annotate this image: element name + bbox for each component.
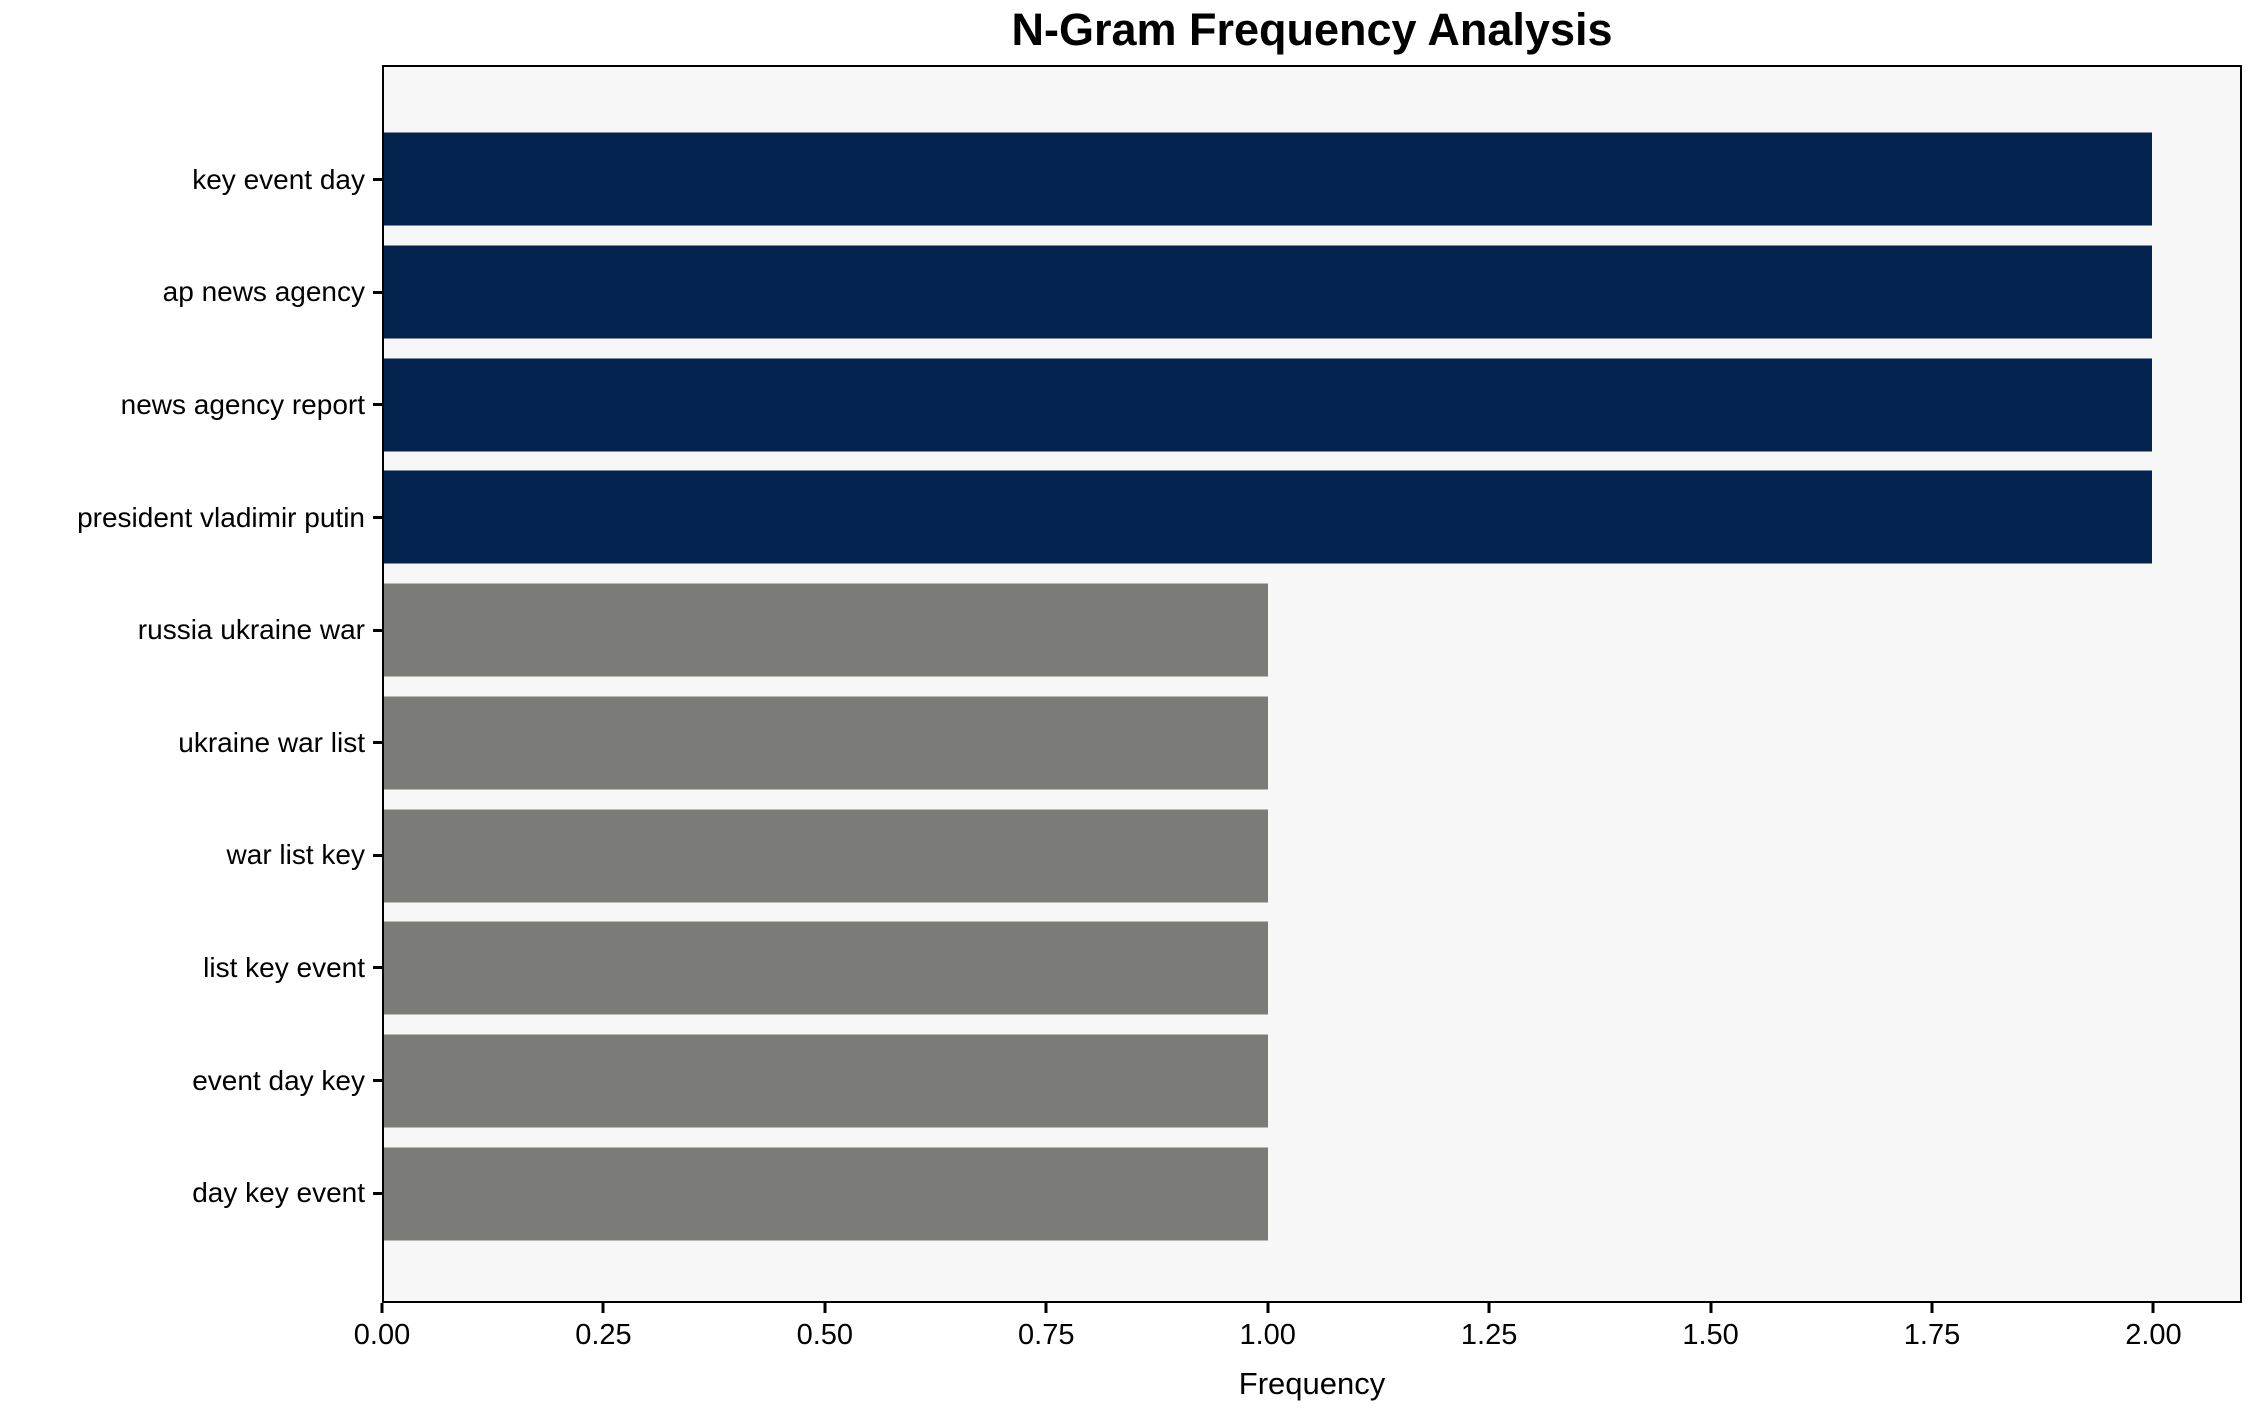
y-row: war list key — [0, 799, 382, 912]
bar — [384, 132, 2152, 226]
x-tick-label: 1.75 — [1903, 1319, 1961, 1351]
y-tick-mark — [373, 403, 382, 407]
y-row: ukraine war list — [0, 686, 382, 799]
chart-title: N-Gram Frequency Analysis — [1011, 4, 1613, 55]
bar-row — [384, 912, 2240, 1025]
bar — [384, 245, 2152, 339]
bar — [384, 1147, 1268, 1241]
bar — [384, 470, 2152, 564]
y-axis-label: event day key — [192, 1064, 365, 1096]
plot-area — [382, 65, 2242, 1303]
y-axis-label: ukraine war list — [178, 726, 365, 758]
y-tick-mark — [373, 516, 382, 520]
y-tick-mark — [373, 290, 382, 294]
y-tick-mark — [373, 853, 382, 857]
x-tick-mark — [1044, 1303, 1048, 1313]
x-tick-label: 2.00 — [2125, 1319, 2182, 1351]
x-tick-mark — [823, 1303, 827, 1313]
bar-row — [384, 236, 2240, 349]
y-axis-label: key event day — [192, 163, 365, 195]
x-tick-mark — [601, 1303, 605, 1313]
y-axis-label: president vladimir putin — [77, 501, 365, 533]
y-tick-mark — [373, 741, 382, 745]
bar — [384, 809, 1268, 903]
bar — [384, 583, 1268, 677]
x-tick-label: 1.50 — [1682, 1319, 1739, 1351]
bar-row — [384, 123, 2240, 236]
y-axis-label: russia ukraine war — [137, 614, 365, 646]
y-tick-mark — [373, 628, 382, 632]
y-axis-label: news agency report — [120, 388, 365, 420]
x-tick-label: 0.00 — [353, 1319, 411, 1351]
y-axis-label: list key event — [203, 951, 365, 983]
y-row: key event day — [0, 124, 382, 237]
x-tick-label: 1.00 — [1239, 1319, 1296, 1351]
y-tick-mark — [373, 1191, 382, 1195]
x-tick-mark — [1487, 1303, 1491, 1313]
y-row: russia ukraine war — [0, 574, 382, 687]
x-tick-label: 0.75 — [1018, 1319, 1075, 1351]
x-tick-mark — [1266, 1303, 1270, 1313]
bar — [384, 358, 2152, 452]
y-row: news agency report — [0, 349, 382, 462]
x-tick-mark — [1709, 1303, 1713, 1313]
y-row: event day key — [0, 1024, 382, 1137]
x-tick-mark — [2151, 1303, 2155, 1313]
y-tick-mark — [373, 1079, 382, 1083]
x-tick-mark — [1930, 1303, 1934, 1313]
x-tick-mark — [380, 1303, 384, 1313]
x-tick-label: 1.25 — [1460, 1319, 1518, 1351]
bar-row — [384, 574, 2240, 687]
y-axis-labels: key event day ap news agency news agency r… — [0, 65, 382, 1303]
bar-row — [384, 799, 2240, 912]
x-axis-title: Frequency — [1238, 1366, 1386, 1401]
y-tick-mark — [373, 178, 382, 182]
y-axis-label: ap news agency — [162, 276, 365, 308]
x-axis: 0.00 0.25 0.50 0.75 1.00 1.25 1.50 1.75 2.00 — [354, 1303, 2242, 1373]
y-axis-label: day key event — [192, 1177, 365, 1209]
bar — [384, 921, 1268, 1015]
x-tick-label: 0.25 — [575, 1319, 632, 1351]
y-row: list key event — [0, 912, 382, 1025]
y-axis-label: war list key — [226, 839, 365, 871]
bar-row — [384, 1025, 2240, 1138]
bar-row — [384, 687, 2240, 800]
bar-row — [384, 348, 2240, 461]
y-row: day key event — [0, 1137, 382, 1250]
x-tick-label: 0.50 — [796, 1319, 854, 1351]
bar — [384, 1034, 1268, 1128]
y-row: president vladimir putin — [0, 461, 382, 574]
bar — [384, 696, 1268, 790]
y-row: ap news agency — [0, 236, 382, 349]
bar-row — [384, 1137, 2240, 1250]
y-tick-mark — [373, 966, 382, 970]
bar-row — [384, 461, 2240, 574]
